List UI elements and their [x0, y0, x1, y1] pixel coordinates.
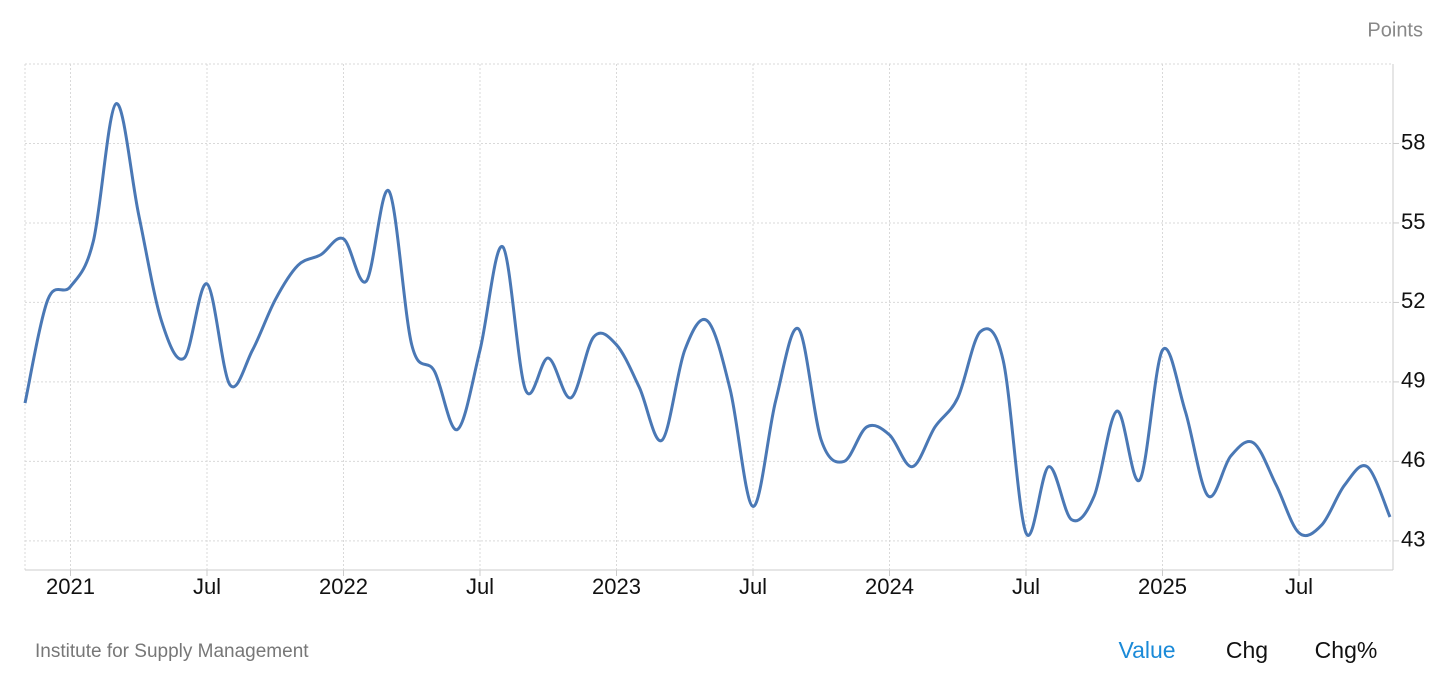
y-axis-label: Points [1367, 19, 1423, 41]
y-tick-label: 52 [1401, 288, 1425, 313]
x-tick-label: 2023 [592, 574, 641, 599]
y-tick-label: 55 [1401, 209, 1425, 234]
source: Institute for Supply Management [35, 641, 309, 662]
x-tick-label: Jul [193, 574, 221, 599]
x-tick-label: Jul [1285, 574, 1313, 599]
x-tick-label: 2022 [319, 574, 368, 599]
x-tick-label: 2025 [1138, 574, 1187, 599]
y-tick-label: 49 [1401, 368, 1425, 393]
y-tick-label: 43 [1401, 527, 1425, 552]
line-series [23, 102, 1392, 538]
x-tick-label: Jul [466, 574, 494, 599]
x-tick-label: 2024 [865, 574, 914, 599]
y-tick-label: 58 [1401, 129, 1425, 154]
tab[interactable]: Chg% [1315, 637, 1378, 663]
x-tick-label: Jul [739, 574, 767, 599]
x-tick-label: Jul [1012, 574, 1040, 599]
x-tick-label: 2021 [46, 574, 95, 599]
tab[interactable]: Chg [1226, 637, 1268, 663]
tab[interactable]: Value [1118, 637, 1175, 663]
y-tick-label: 46 [1401, 447, 1425, 472]
